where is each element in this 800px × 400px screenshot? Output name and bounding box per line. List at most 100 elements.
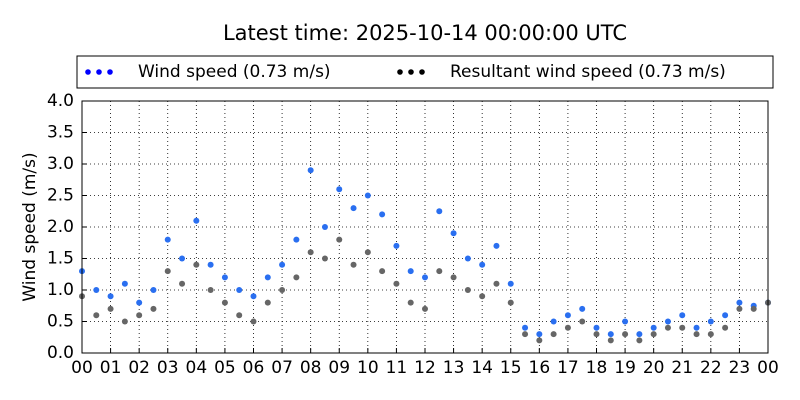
- y-axis-label: Wind speed (m/s): [20, 152, 40, 301]
- x-tick-label: 00: [71, 358, 93, 378]
- plot-frame: [81, 100, 769, 354]
- data-point: [436, 208, 443, 215]
- data-point: [293, 236, 300, 243]
- legend-label: Wind speed (0.73 m/s): [138, 62, 331, 82]
- data-point: [236, 287, 243, 293]
- data-point: [179, 255, 186, 262]
- x-tick-label: 05: [214, 358, 236, 378]
- data-point: [364, 249, 371, 256]
- data-point: [436, 268, 443, 275]
- data-point: [193, 261, 200, 268]
- x-tick-label: 22: [700, 358, 722, 378]
- data-point: [193, 217, 200, 224]
- data-point: [250, 318, 257, 325]
- data-point: [93, 287, 100, 293]
- y-tick-label: 2.5: [47, 186, 74, 206]
- data-point: [664, 324, 671, 331]
- x-tick-label: 09: [328, 358, 350, 378]
- data-point: [207, 287, 214, 293]
- data-point: [636, 337, 643, 344]
- x-tick-label: 04: [186, 358, 208, 378]
- data-point: [750, 305, 757, 312]
- data-point: [136, 299, 143, 306]
- data-point: [336, 236, 343, 243]
- data-point: [336, 186, 343, 193]
- data-point: [650, 324, 657, 331]
- data-point: [264, 299, 271, 306]
- data-point: [493, 280, 500, 287]
- x-tick-label: 16: [529, 358, 551, 378]
- x-tick-label: 19: [614, 358, 636, 378]
- data-point: [279, 261, 286, 268]
- data-point: [121, 318, 128, 325]
- data-point: [679, 324, 686, 331]
- x-tick-label: 06: [243, 358, 265, 378]
- data-point: [622, 318, 629, 325]
- data-point: [522, 324, 529, 331]
- data-point: [664, 318, 671, 325]
- data-point: [622, 331, 629, 338]
- data-point: [236, 312, 243, 319]
- y-tick-label: 0.5: [47, 312, 74, 332]
- legend-marker: [408, 69, 414, 75]
- data-point: [150, 287, 157, 293]
- data-point: [550, 331, 557, 338]
- x-tick-label: 20: [643, 358, 665, 378]
- data-point: [121, 280, 128, 287]
- data-point: [307, 249, 314, 256]
- data-point: [607, 331, 614, 338]
- data-point: [379, 211, 386, 218]
- x-tick-label: 08: [300, 358, 322, 378]
- data-point: [564, 312, 571, 319]
- legend-marker: [85, 69, 91, 75]
- data-point: [422, 274, 428, 281]
- data-point: [736, 305, 743, 312]
- data-point: [564, 324, 571, 331]
- x-tick-label: 01: [100, 358, 122, 378]
- data-point: [579, 318, 586, 325]
- data-point: [522, 331, 529, 338]
- x-tick-label: 02: [128, 358, 150, 378]
- data-point: [422, 305, 428, 312]
- chart-title: Latest time: 2025-10-14 00:00:00 UTC: [223, 21, 627, 45]
- legend-marker: [397, 69, 403, 75]
- data-point: [393, 280, 400, 287]
- data-point: [550, 318, 557, 325]
- data-point: [693, 331, 700, 338]
- data-point: [107, 293, 114, 300]
- y-tick-label: 3.5: [47, 123, 74, 143]
- data-point: [450, 274, 457, 281]
- legend-marker: [107, 69, 113, 75]
- x-tick-label: 17: [557, 358, 579, 378]
- data-point: [736, 299, 743, 306]
- legend-box: [76, 55, 774, 89]
- data-point: [464, 287, 471, 293]
- data-point: [379, 268, 386, 275]
- y-tick-label: 2.0: [47, 217, 74, 237]
- data-point: [536, 331, 543, 338]
- data-point: [650, 331, 657, 338]
- y-tick-label: 3.0: [47, 154, 74, 174]
- data-point: [464, 255, 471, 262]
- data-point: [179, 280, 186, 287]
- data-point: [536, 337, 543, 344]
- data-point: [279, 287, 286, 293]
- x-tick-label: 11: [386, 358, 408, 378]
- data-point: [636, 331, 643, 338]
- x-tick-label: 15: [500, 358, 522, 378]
- x-tick-label: 21: [671, 358, 693, 378]
- data-point: [293, 274, 300, 281]
- data-point: [393, 242, 400, 249]
- x-tick-label: 12: [414, 358, 436, 378]
- data-point: [321, 255, 328, 262]
- data-point: [207, 261, 214, 268]
- y-tick-label: 1.0: [47, 280, 74, 300]
- legend-marker: [419, 69, 425, 75]
- x-tick-label: 23: [729, 358, 751, 378]
- data-point: [364, 192, 371, 199]
- data-point: [479, 261, 486, 268]
- data-point: [722, 312, 729, 319]
- data-point: [593, 324, 600, 331]
- data-point: [264, 274, 271, 281]
- data-point: [493, 242, 500, 249]
